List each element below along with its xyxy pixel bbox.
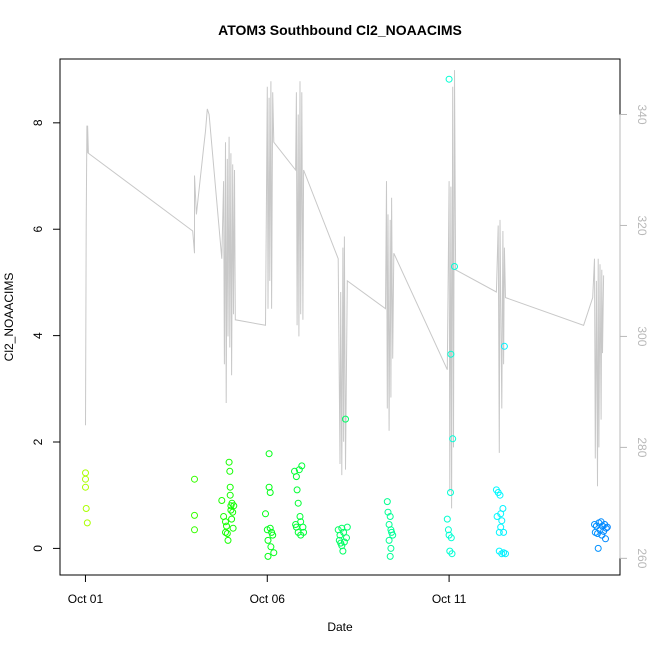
data-point <box>300 528 308 536</box>
y-tick-label: 4 <box>31 332 45 339</box>
data-point <box>343 523 351 531</box>
y2-tick-label: 340 <box>635 104 649 124</box>
data-point <box>262 510 269 518</box>
data-point <box>384 508 392 516</box>
data-point <box>499 505 507 512</box>
data-point <box>591 521 598 528</box>
data-point <box>230 502 238 510</box>
y-axis-left: 0 2 4 6 8 <box>31 119 61 552</box>
data-point <box>82 483 89 491</box>
data-point <box>82 475 89 483</box>
data-point <box>502 550 509 558</box>
data-point <box>603 523 611 531</box>
data-point <box>224 536 232 544</box>
data-point <box>448 550 456 558</box>
x-tick-label: Oct 11 <box>432 592 467 606</box>
data-point <box>386 552 394 560</box>
data-point <box>264 552 272 560</box>
data-point <box>191 511 198 519</box>
data-point <box>500 528 508 536</box>
data-point <box>443 515 451 523</box>
data-point <box>266 524 274 532</box>
chart-title: ATOM3 Southbound Cl2_NOAACIMS <box>218 22 462 38</box>
data-point <box>222 518 229 526</box>
data-point <box>387 544 395 552</box>
data-point <box>292 473 300 481</box>
data-point <box>497 523 505 531</box>
data-point <box>340 528 348 536</box>
data-point <box>340 538 348 546</box>
data-point <box>449 435 457 443</box>
data-point <box>296 513 304 520</box>
data-point <box>447 350 455 358</box>
data-point <box>343 534 350 542</box>
data-point <box>385 536 393 544</box>
y2-tick-label: 300 <box>635 326 649 346</box>
secondary-line <box>85 70 605 509</box>
data-point <box>218 497 226 504</box>
data-point <box>265 450 273 458</box>
y2-tick-label: 280 <box>635 437 649 457</box>
data-point <box>602 524 610 532</box>
y-tick-label: 8 <box>31 119 45 126</box>
x-tick-label: Oct 06 <box>250 592 286 606</box>
data-point <box>496 491 504 499</box>
data-point <box>228 515 236 523</box>
data-point <box>229 508 237 516</box>
y-axis-right: 260 280 300 320 340 <box>619 104 649 569</box>
data-point <box>223 522 230 530</box>
y-tick-label: 0 <box>31 545 45 552</box>
data-point <box>226 483 234 491</box>
data-point <box>602 535 609 543</box>
data-point <box>82 469 89 477</box>
data-point <box>265 483 273 491</box>
plot-box <box>59 58 621 576</box>
data-point <box>294 499 302 507</box>
data-point <box>389 531 397 539</box>
data-point <box>270 549 278 557</box>
data-point <box>498 517 506 525</box>
data-point <box>445 75 453 83</box>
data-point <box>599 522 606 530</box>
scatter-points <box>82 75 611 560</box>
data-point <box>444 526 452 534</box>
data-point <box>82 505 90 512</box>
data-point <box>264 536 272 544</box>
data-point <box>451 263 458 270</box>
data-point <box>269 531 277 539</box>
data-point <box>598 531 606 539</box>
data-point <box>223 530 231 537</box>
data-point <box>226 467 234 475</box>
data-point <box>191 475 198 483</box>
data-point <box>298 462 306 470</box>
data-point <box>191 526 198 534</box>
y2-tick-label: 320 <box>635 215 649 235</box>
data-point <box>447 489 454 496</box>
data-point <box>83 519 91 527</box>
data-point <box>447 534 455 542</box>
x-axis-label: Date <box>327 620 353 634</box>
data-point <box>293 486 301 494</box>
data-point <box>386 513 394 520</box>
secondary-series <box>85 70 605 509</box>
data-point <box>342 415 349 423</box>
data-point <box>225 458 233 466</box>
data-point <box>299 523 307 531</box>
x-tick-label: Oct 01 <box>68 592 104 606</box>
data-point <box>339 547 347 555</box>
data-point <box>266 489 274 496</box>
y-axis-label: Cl2_NOAACIMS <box>2 273 16 362</box>
y2-tick-label: 260 <box>635 548 649 568</box>
y-tick-label: 2 <box>31 438 45 445</box>
data-point <box>267 543 275 551</box>
data-point <box>226 491 234 499</box>
data-point <box>383 498 391 506</box>
data-point <box>500 342 508 350</box>
data-point <box>229 524 237 532</box>
data-point <box>594 544 602 552</box>
y-tick-label: 6 <box>31 226 45 233</box>
x-axis: Oct 01 Oct 06 Oct 11 <box>68 574 467 606</box>
